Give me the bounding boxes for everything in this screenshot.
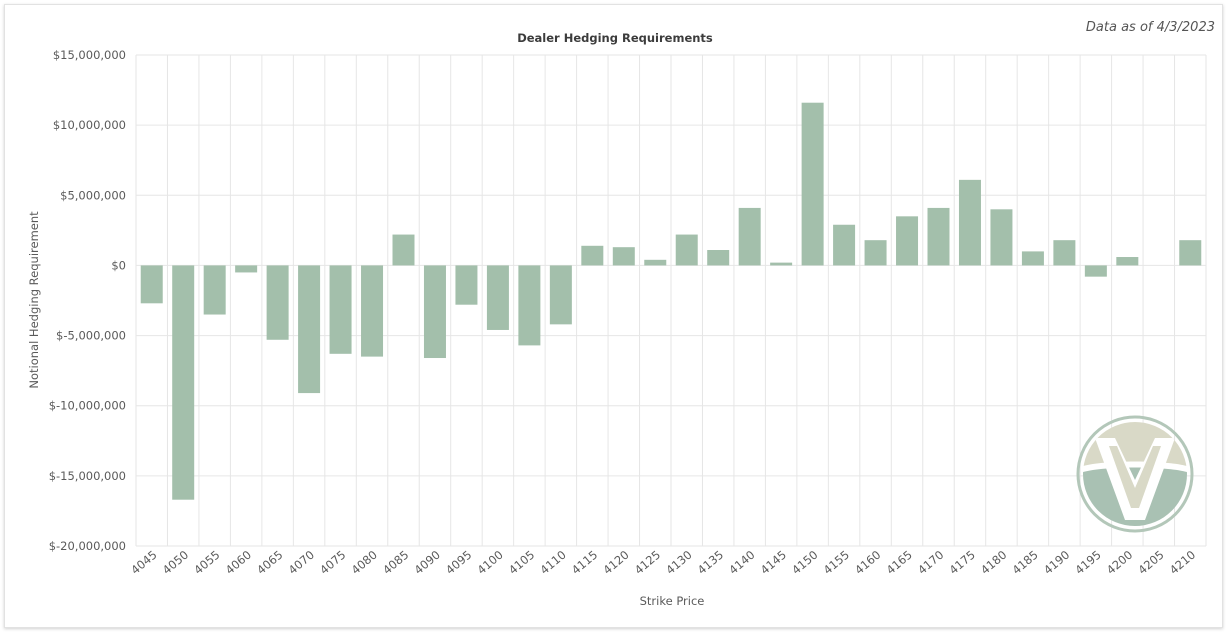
bar-4195 xyxy=(1084,265,1107,277)
chart-title: Dealer Hedging Requirements xyxy=(517,31,713,45)
bar-4190 xyxy=(1053,240,1076,266)
x-tick-label: 4200 xyxy=(1104,548,1135,578)
bar-4075 xyxy=(329,265,352,354)
x-tick-label: 4145 xyxy=(758,548,789,578)
bar-4135 xyxy=(707,249,730,266)
x-tick-label: 4060 xyxy=(223,548,254,578)
x-tick-label: 4155 xyxy=(821,548,852,578)
bar-4050 xyxy=(172,265,195,500)
bar-4055 xyxy=(203,265,226,315)
x-tick-label: 4055 xyxy=(191,548,222,578)
y-tick-label: $5,000,000 xyxy=(60,188,126,202)
x-tick-label: 4090 xyxy=(411,548,442,578)
bar-4175 xyxy=(958,179,981,266)
x-tick-label: 4100 xyxy=(474,548,505,578)
bar-4095 xyxy=(455,265,478,305)
y-tick-label: $-10,000,000 xyxy=(49,399,126,413)
x-tick-label: 4050 xyxy=(160,548,191,578)
bar-4130 xyxy=(675,234,698,266)
y-tick-label: $15,000,000 xyxy=(53,48,126,62)
x-tick-label: 4210 xyxy=(1167,548,1198,578)
x-tick-label: 4120 xyxy=(600,548,631,578)
x-tick-label: 4065 xyxy=(254,548,285,578)
y-tick-label: $-15,000,000 xyxy=(49,469,126,483)
bar-layer xyxy=(140,102,1202,500)
x-tick-label: 4070 xyxy=(286,548,317,578)
x-tick-label: 4075 xyxy=(317,548,348,578)
x-tick-label: 4165 xyxy=(884,548,915,578)
x-tick-label: 4140 xyxy=(726,548,757,578)
x-axis-title: Strike Price xyxy=(640,594,705,608)
bar-4165 xyxy=(896,216,919,266)
bar-4185 xyxy=(1021,251,1044,266)
bar-4060 xyxy=(235,265,258,273)
bar-4145 xyxy=(770,262,793,266)
x-tick-label: 4195 xyxy=(1072,548,1103,578)
x-tick-label: 4175 xyxy=(946,548,977,578)
x-tick-label: 4170 xyxy=(915,548,946,578)
logo-v-inner xyxy=(1109,446,1161,508)
y-tick-label: $-20,000,000 xyxy=(49,539,126,553)
bar-4155 xyxy=(833,224,856,266)
bar-4070 xyxy=(298,265,321,394)
bar-4100 xyxy=(486,265,509,330)
x-tick-label: 4085 xyxy=(380,548,411,578)
brand-logo-icon xyxy=(1076,415,1194,533)
chart-card xyxy=(4,4,1223,628)
bar-4200 xyxy=(1116,257,1139,266)
y-axis-title: Notional Hedging Requirement xyxy=(27,211,41,389)
bar-4140 xyxy=(738,207,761,266)
bar-4045 xyxy=(140,265,163,304)
bar-4115 xyxy=(581,245,604,266)
bar-4125 xyxy=(644,259,667,266)
x-tick-label: 4205 xyxy=(1135,548,1166,578)
bar-4120 xyxy=(612,247,635,266)
x-tick-label: 4125 xyxy=(632,548,663,578)
x-tick-label: 4095 xyxy=(443,548,474,578)
bar-4080 xyxy=(361,265,384,357)
x-tick-label: 4150 xyxy=(789,548,820,578)
bar-4065 xyxy=(266,265,289,340)
bar-4210 xyxy=(1179,240,1202,266)
bar-4160 xyxy=(864,240,887,266)
x-tick-labels: 4045 4050 4055 4060 4065 4070 4075 4080 4085 4090… xyxy=(128,548,1198,578)
data-as-of-label: Data as of 4/3/2023 xyxy=(1085,20,1215,35)
x-tick-label: 4180 xyxy=(978,548,1009,578)
x-tick-label: 4185 xyxy=(1009,548,1040,578)
x-tick-label: 4190 xyxy=(1041,548,1072,578)
x-tick-label: 4115 xyxy=(569,548,600,578)
bar-4150 xyxy=(801,102,824,266)
bar-4090 xyxy=(423,265,446,359)
x-tick-label: 4135 xyxy=(695,548,726,578)
bar-4180 xyxy=(990,209,1013,266)
bar-4105 xyxy=(518,265,541,346)
y-tick-label: $-5,000,000 xyxy=(56,329,126,343)
x-tick-label: 4130 xyxy=(663,548,694,578)
bar-4085 xyxy=(392,234,415,266)
grid-layer xyxy=(135,54,1207,547)
bar-4110 xyxy=(549,265,572,325)
y-tick-label: $0 xyxy=(111,258,126,272)
x-tick-label: 4105 xyxy=(506,548,537,578)
x-tick-label: 4080 xyxy=(349,548,380,578)
x-tick-label: 4045 xyxy=(128,548,159,578)
logo-ring xyxy=(1076,415,1194,533)
bar-4170 xyxy=(927,207,950,266)
x-tick-label: 4160 xyxy=(852,548,883,578)
y-tick-labels: $15,000,000 $10,000,000 $5,000,000 $0 $-5,00… xyxy=(49,48,126,553)
y-tick-label: $10,000,000 xyxy=(53,118,126,132)
x-tick-label: 4110 xyxy=(537,548,568,578)
